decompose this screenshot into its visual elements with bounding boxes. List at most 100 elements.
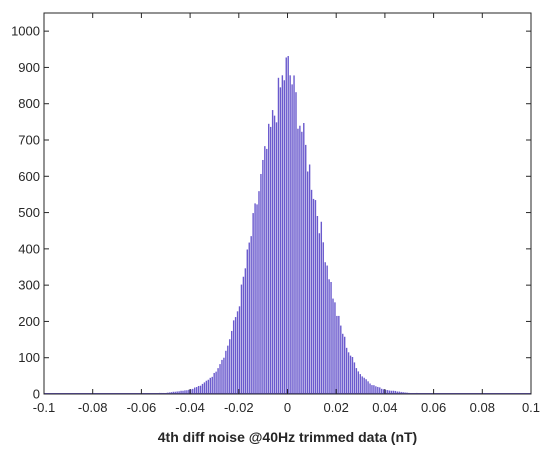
- histogram-bar: [369, 383, 371, 394]
- histogram-bar: [194, 387, 196, 394]
- histogram-bar: [264, 146, 266, 394]
- histogram-bar: [178, 391, 180, 394]
- x-axis-label: 4th diff noise @40Hz trimmed data (nT): [158, 429, 417, 445]
- histogram-bar: [201, 383, 204, 394]
- x-tick-label: 0: [284, 400, 291, 415]
- histogram-bar: [373, 385, 375, 394]
- histogram-bar: [232, 320, 235, 394]
- x-tick-label: -0.02: [224, 400, 254, 415]
- histogram-bar: [275, 122, 278, 394]
- x-tick-label: -0.04: [175, 400, 205, 415]
- histogram-bar: [314, 200, 317, 394]
- histogram-bar: [392, 390, 395, 394]
- histogram-bar: [390, 390, 393, 394]
- histogram-bar: [244, 268, 247, 394]
- histogram-bar: [184, 390, 186, 394]
- histogram-bar: [219, 364, 221, 394]
- histogram-bar: [221, 359, 223, 394]
- histogram-bar: [209, 377, 211, 394]
- histogram-bar: [305, 144, 307, 394]
- histogram-bar: [188, 389, 190, 394]
- y-tick-label: 1000: [11, 24, 40, 39]
- histogram-bar: [205, 380, 208, 394]
- histogram-bar: [291, 84, 293, 394]
- histogram-bar: [310, 189, 313, 394]
- histogram-bar: [215, 371, 217, 394]
- x-tick-label: 0.02: [324, 400, 349, 415]
- histogram-bar: [172, 391, 174, 394]
- x-tick-label: 0.1: [522, 400, 540, 415]
- histogram-bar: [176, 391, 178, 394]
- histogram-bar: [349, 355, 352, 394]
- histogram-bar: [273, 115, 276, 394]
- histogram-bar: [347, 352, 350, 394]
- histogram-bar: [382, 389, 385, 394]
- y-tick-label: 800: [18, 96, 40, 111]
- histogram-bar: [384, 389, 387, 394]
- histogram-bar: [238, 306, 241, 394]
- histogram-bar: [355, 368, 358, 394]
- histogram-bar: [195, 387, 198, 394]
- histogram-bar: [375, 386, 377, 394]
- histogram-bar: [398, 391, 400, 394]
- histogram-bar: [260, 173, 262, 394]
- histogram-bar: [312, 198, 315, 394]
- histogram-bar: [248, 242, 250, 394]
- histogram-bar: [340, 325, 342, 394]
- x-tick-label: -0.08: [78, 400, 108, 415]
- histogram-bar: [301, 131, 303, 395]
- histogram-bar: [227, 345, 229, 394]
- histogram-bar: [250, 236, 252, 394]
- histogram-bar: [285, 57, 287, 394]
- y-tick-label: 300: [18, 278, 40, 293]
- histogram-bar: [381, 388, 383, 394]
- histogram-bar: [207, 379, 210, 394]
- histogram-bar: [180, 390, 182, 394]
- x-tick-label: 0.06: [421, 400, 446, 415]
- histogram-bar: [203, 382, 206, 394]
- y-tick-label: 200: [18, 314, 40, 329]
- histogram-bar: [256, 204, 258, 394]
- histogram-bar: [293, 75, 295, 395]
- y-tick-label: 600: [18, 169, 40, 184]
- histogram-bar: [223, 357, 225, 394]
- histogram-bar: [394, 390, 397, 394]
- histogram-bar: [297, 128, 299, 395]
- histogram-bar: [320, 221, 323, 394]
- histogram-bar: [303, 123, 305, 395]
- y-tick-label: 100: [18, 350, 40, 365]
- histogram-bar: [231, 330, 233, 394]
- histogram-bar: [271, 110, 274, 394]
- histogram-bar: [295, 92, 297, 394]
- histogram-bar: [332, 298, 334, 394]
- histogram-bar: [357, 371, 360, 394]
- histogram-bar: [308, 164, 311, 394]
- histogram-bar: [342, 333, 344, 394]
- histogram-bar: [229, 339, 231, 394]
- histogram-bar: [287, 56, 289, 394]
- histogram-bar: [268, 123, 270, 394]
- histogram-bar: [240, 284, 243, 394]
- histogram-bar: [182, 390, 184, 394]
- histogram-bar: [365, 379, 367, 394]
- histogram-bar: [371, 385, 373, 394]
- histogram-bar: [217, 368, 219, 394]
- x-tick-label: 0.08: [470, 400, 495, 415]
- histogram-bar: [330, 282, 332, 394]
- histogram-bar: [174, 391, 176, 394]
- histogram-bar: [190, 389, 192, 394]
- histogram-bar: [236, 311, 239, 394]
- histogram-bar: [242, 276, 245, 394]
- histogram-bar: [266, 148, 268, 394]
- histogram-bar: [246, 249, 248, 394]
- y-tick-label: 500: [18, 205, 40, 220]
- histogram-bar: [277, 77, 280, 395]
- histogram-bar: [334, 302, 336, 394]
- x-axis-ticks: -0.1 -0.08 -0.06 -0.04 -0.02 0 0.02 0.04 0.06 0.0…: [33, 13, 540, 415]
- histogram-bar: [328, 279, 330, 394]
- histogram-bar: [192, 388, 194, 394]
- y-axis-ticks: 0 100 200 300 400 500 600 700 800 900 1000: [11, 24, 531, 402]
- histogram-bar: [289, 75, 291, 394]
